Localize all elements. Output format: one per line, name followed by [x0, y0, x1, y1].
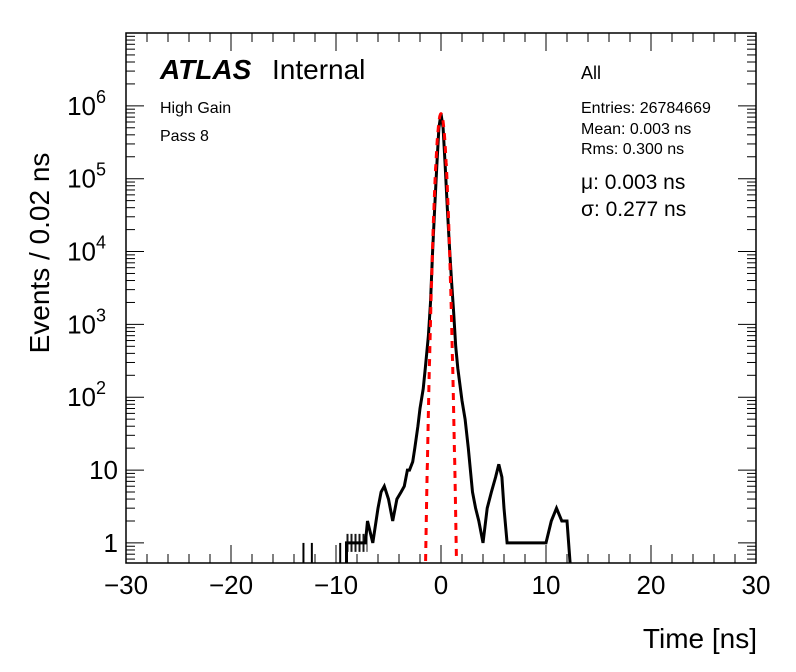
x-tick-label: 30: [742, 570, 771, 600]
pass-label: Pass 8: [160, 128, 209, 145]
gaussian-fit-line: [424, 112, 458, 562]
x-tick-label: 10: [532, 570, 561, 600]
x-tick-label: 20: [637, 570, 666, 600]
x-tick-label: −20: [209, 570, 253, 600]
x-tick-label: 0: [434, 570, 448, 600]
mean-label: Mean: 0.003 ns: [581, 121, 691, 138]
tick-labels: −30 −20 −10 0 10 20 30 1 10 102 103 104 105 106: [67, 87, 770, 600]
internal-label: Internal: [272, 54, 365, 85]
plot-frame: [125, 32, 757, 564]
rms-label: Rms: 0.300 ns: [581, 141, 684, 158]
fit-sigma-label: σ: 0.277 ns: [581, 198, 686, 221]
y-tick-label: 104: [67, 233, 106, 267]
selection-label: All: [581, 63, 601, 83]
data-histogram-line: [345, 113, 572, 564]
y-tick-label: 103: [67, 305, 106, 339]
atlas-label: ATLAS: [159, 54, 252, 85]
y-tick-label: 1: [104, 528, 118, 558]
gain-label: High Gain: [160, 100, 231, 117]
x-axis-title: Time [ns]: [643, 623, 757, 654]
y-tick-label: 10: [89, 455, 118, 485]
y-tick-label: 106: [67, 87, 106, 121]
x-tick-label: −30: [104, 570, 148, 600]
entries-label: Entries: 26784669: [581, 100, 711, 117]
chart-marks: [302, 112, 572, 564]
y-axis-title: Events / 0.02 ns: [24, 153, 55, 354]
y-tick-label: 102: [67, 378, 106, 412]
x-tick-label: −10: [314, 570, 358, 600]
y-tick-label: 105: [67, 160, 106, 194]
fit-mu-label: μ: 0.003 ns: [581, 171, 685, 194]
